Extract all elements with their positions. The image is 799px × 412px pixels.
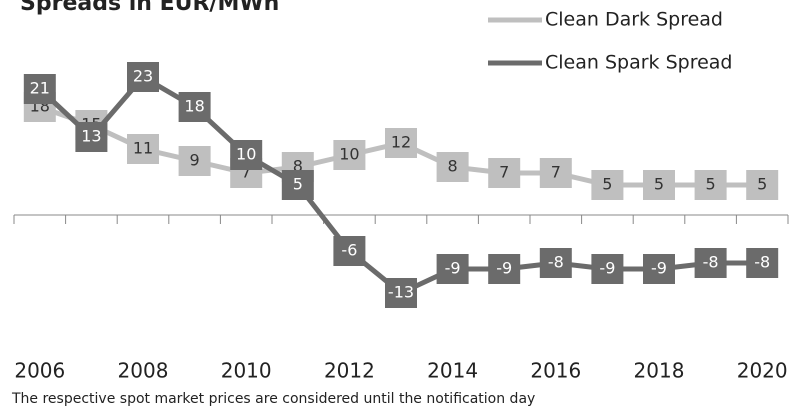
data-label: -9 <box>445 259 461 278</box>
point-box <box>694 248 727 278</box>
data-label: -13 <box>388 283 414 302</box>
point-box <box>539 248 572 278</box>
chart-title: Spreads in EUR/MWh <box>20 0 279 16</box>
point-box <box>436 152 469 182</box>
data-label: 21 <box>30 79 50 98</box>
data-label: 5 <box>757 175 767 194</box>
point-box <box>591 254 624 284</box>
data-label: 10 <box>339 145 359 164</box>
point-box <box>591 170 624 200</box>
point-box <box>75 122 108 152</box>
point-box <box>333 140 366 170</box>
data-label: -6 <box>341 241 357 260</box>
data-label: -9 <box>599 259 615 278</box>
x-tick-label: 2014 <box>427 359 478 383</box>
point-box <box>488 254 521 284</box>
point-box <box>127 134 159 164</box>
data-label: 18 <box>184 97 204 116</box>
data-label: 5 <box>706 175 716 194</box>
point-box <box>230 140 263 170</box>
data-label: 5 <box>654 175 664 194</box>
x-tick-label: 2012 <box>324 359 375 383</box>
point-box <box>746 248 779 278</box>
point-box <box>333 236 366 266</box>
x-tick-label: 2006 <box>14 359 65 383</box>
data-label: -9 <box>651 259 667 278</box>
data-label: 8 <box>448 157 458 176</box>
data-label: 7 <box>499 163 509 182</box>
data-label: 11 <box>133 139 153 158</box>
data-label: 12 <box>391 133 411 152</box>
point-box <box>281 170 314 200</box>
data-label: 5 <box>602 175 612 194</box>
point-box <box>746 170 779 200</box>
data-label: 7 <box>241 163 251 182</box>
point-box <box>694 170 727 200</box>
point-box <box>178 92 211 122</box>
data-label: 5 <box>293 175 303 194</box>
point-box <box>127 62 159 92</box>
data-label: 10 <box>236 145 256 164</box>
data-label: -8 <box>754 253 770 272</box>
point-box <box>436 254 469 284</box>
point-box <box>643 254 675 284</box>
legend-label: Clean Spark Spread <box>545 52 733 74</box>
data-label: 7 <box>551 163 561 182</box>
point-box <box>178 146 211 176</box>
data-label: 23 <box>133 67 153 86</box>
point-box <box>643 170 675 200</box>
data-label: -8 <box>548 253 564 272</box>
x-tick-label: 2020 <box>737 359 788 383</box>
point-box <box>385 128 417 158</box>
data-label: 9 <box>190 151 200 170</box>
footnote: The respective spot market prices are co… <box>11 391 535 407</box>
x-tick-label: 2010 <box>221 359 272 383</box>
legend-label: Clean Dark Spread <box>545 9 723 31</box>
data-label: -8 <box>703 253 719 272</box>
point-box <box>385 278 417 308</box>
data-label: -9 <box>496 259 512 278</box>
data-label: 13 <box>81 127 101 146</box>
x-tick-label: 2016 <box>530 359 581 383</box>
data-label: 8 <box>293 157 303 176</box>
point-box <box>23 74 56 104</box>
point-box <box>539 158 572 188</box>
point-box <box>488 158 521 188</box>
x-tick-label: 2018 <box>634 359 685 383</box>
x-tick-label: 2008 <box>118 359 169 383</box>
